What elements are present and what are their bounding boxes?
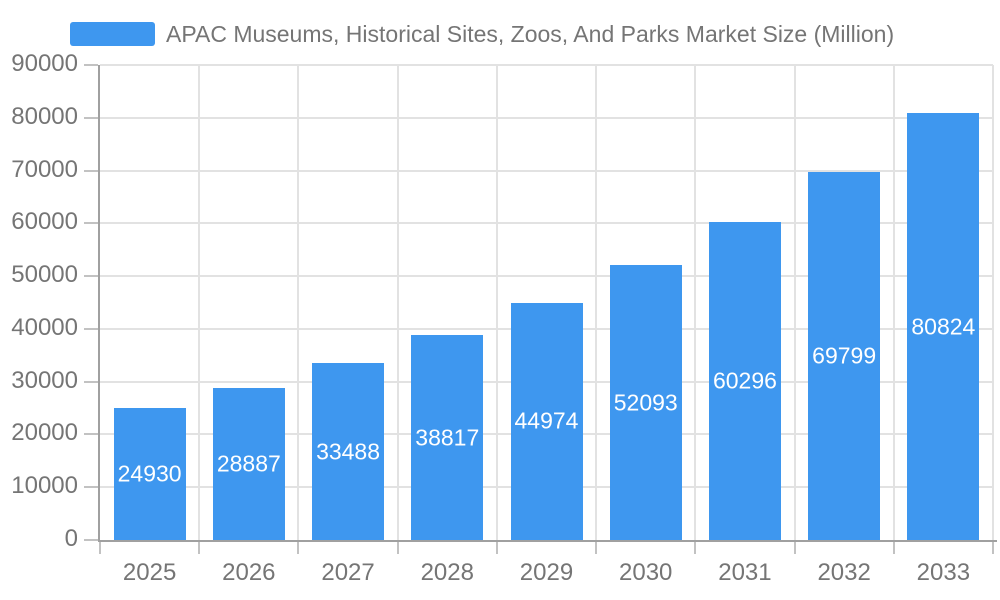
x-tick xyxy=(99,540,101,554)
bar-2030[interactable]: 52093 xyxy=(609,265,682,540)
x-tick-label: 2026 xyxy=(222,559,276,586)
v-gridline xyxy=(297,65,300,540)
bar-value-label: 33488 xyxy=(316,438,381,465)
bar-2032[interactable]: 69799 xyxy=(808,171,881,540)
y-tick xyxy=(84,116,98,119)
y-tick xyxy=(84,486,98,489)
plot-area: 24930 28887 33488 38817 44974 52093 60296 69799… xyxy=(11,50,997,586)
y-tick-label: 0 xyxy=(64,525,78,552)
x-tick xyxy=(495,540,498,554)
h-gridline xyxy=(100,275,993,278)
y-tick-label: 40000 xyxy=(11,313,78,341)
x-tick xyxy=(396,540,399,554)
bar-2025[interactable]: 24930 xyxy=(113,408,186,540)
legend-swatch[interactable] xyxy=(70,22,155,46)
h-gridline xyxy=(100,222,993,225)
bar-2029[interactable]: 44974 xyxy=(510,302,583,540)
bar-value-label: 80824 xyxy=(911,313,976,340)
y-axis-line xyxy=(98,65,100,540)
bar-2028[interactable]: 38817 xyxy=(411,335,484,540)
legend[interactable]: APAC Museums, Historical Sites, Zoos, An… xyxy=(70,21,894,47)
y-tick-label: 30000 xyxy=(11,366,78,394)
x-tick xyxy=(793,540,796,554)
y-tick-label: 50000 xyxy=(11,261,78,289)
y-tick-label: 10000 xyxy=(11,472,78,500)
v-gridline xyxy=(992,65,994,540)
y-tick-label: 20000 xyxy=(11,419,78,447)
v-gridline xyxy=(694,65,697,540)
x-tick xyxy=(297,540,300,554)
y-tick xyxy=(84,275,98,278)
bar-value-label: 69799 xyxy=(812,342,877,369)
y-tick xyxy=(84,64,98,66)
x-tick xyxy=(198,540,201,554)
x-tick-label: 2029 xyxy=(519,559,574,586)
y-tick xyxy=(84,169,98,172)
bar-value-label: 38817 xyxy=(415,424,480,451)
y-tick-label: 90000 xyxy=(11,50,78,77)
bar-value-label: 44974 xyxy=(514,407,579,434)
x-tick-label: 2030 xyxy=(619,559,673,586)
h-gridline xyxy=(100,116,993,119)
bar-2027[interactable]: 33488 xyxy=(312,363,385,540)
x-tick-label: 2025 xyxy=(122,559,177,586)
v-gridline xyxy=(595,65,598,540)
bar-value-label: 28887 xyxy=(216,450,281,477)
v-gridline xyxy=(198,65,201,540)
bar-value-label: 60296 xyxy=(712,367,777,394)
y-tick-label: 80000 xyxy=(11,102,78,130)
y-tick-label: 60000 xyxy=(11,208,78,236)
x-tick-label: 2033 xyxy=(916,559,971,586)
x-tick xyxy=(992,540,994,554)
x-tick-label: 2028 xyxy=(420,559,474,586)
h-gridline xyxy=(100,64,993,66)
legend-label: APAC Museums, Historical Sites, Zoos, An… xyxy=(166,21,895,47)
h-gridline xyxy=(100,169,993,172)
y-tick xyxy=(84,380,98,383)
v-gridline xyxy=(892,65,895,540)
bar-value-label: 24930 xyxy=(117,460,182,487)
x-tick-label: 2027 xyxy=(321,559,375,586)
y-tick xyxy=(84,327,98,330)
bar-2033[interactable]: 80824 xyxy=(907,113,980,540)
x-tick-label: 2031 xyxy=(718,559,772,586)
x-axis-line xyxy=(98,540,997,542)
bar-2031[interactable]: 60296 xyxy=(708,221,781,540)
x-tick xyxy=(892,540,895,554)
v-gridline xyxy=(495,65,498,540)
v-gridline xyxy=(396,65,399,540)
x-tick xyxy=(694,540,697,554)
bar-value-label: 52093 xyxy=(613,389,678,416)
bar-2026[interactable]: 28887 xyxy=(212,387,285,540)
y-tick-label: 70000 xyxy=(11,155,78,183)
y-tick xyxy=(84,539,98,541)
y-tick xyxy=(84,222,98,225)
x-tick xyxy=(595,540,598,554)
y-tick xyxy=(84,433,98,436)
x-tick-label: 2032 xyxy=(817,559,871,586)
v-gridline xyxy=(793,65,796,540)
